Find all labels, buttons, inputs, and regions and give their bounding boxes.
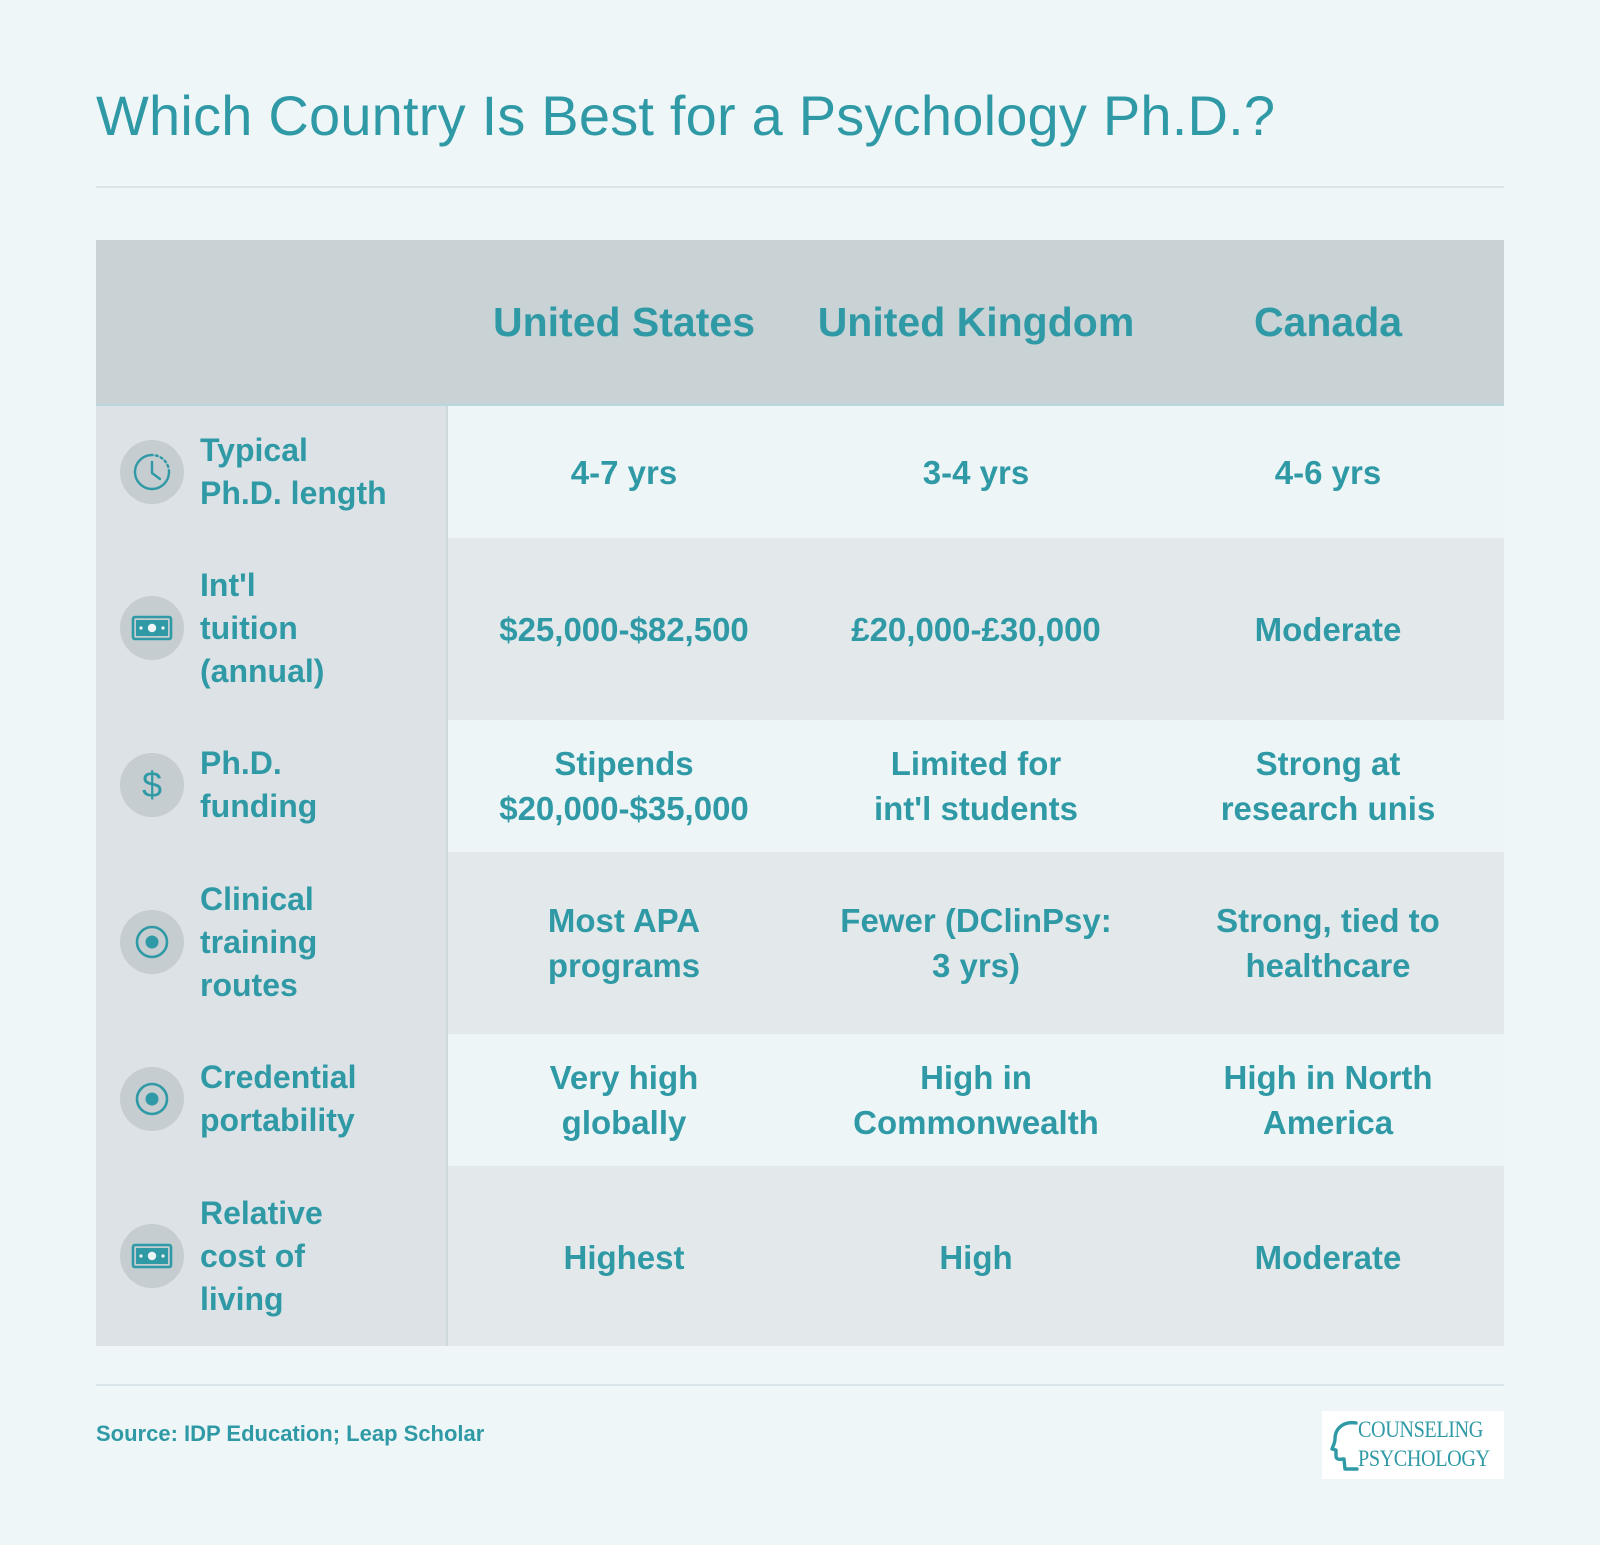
column-header-united-kingdom: United Kingdom: [817, 299, 1135, 345]
table-cell: Strong, tied to healthcare: [1152, 852, 1504, 1032]
table-cell: Stipends $20,000-$35,000: [448, 718, 800, 852]
table-cell: £20,000-£30,000: [800, 538, 1152, 718]
row-label: Ph.D. funding: [200, 745, 318, 824]
money-bill-icon: [120, 596, 184, 660]
row-header: Int'l tuition (annual): [96, 538, 448, 718]
row-header: Typical Ph.D. length: [96, 406, 448, 538]
money-bill-icon: [120, 1224, 184, 1288]
row-label: Typical Ph.D. length: [200, 432, 387, 511]
row-header: Relative cost of living: [96, 1166, 448, 1346]
column-header-united-states: United States: [493, 299, 755, 345]
table-row-credential-portability: Credential portability Very high globall…: [96, 1032, 1504, 1166]
source-note: Source: IDP Education; Leap Scholar: [96, 1421, 485, 1446]
table-cell: High: [800, 1166, 1152, 1346]
row-label: Credential portability: [200, 1059, 357, 1138]
title-divider: [96, 186, 1504, 188]
header-corner-cell: [96, 240, 448, 404]
row-label: Int'l tuition (annual): [200, 566, 325, 689]
table-row-tuition: Int'l tuition (annual) $25,000-$82,500 £…: [96, 538, 1504, 718]
target-circle-icon: [120, 910, 184, 974]
logo-text-line2: PSYCHOLOGY: [1358, 1446, 1490, 1471]
table-cell: High in Commonwealth: [800, 1032, 1152, 1166]
logo-text-line1: COUNSELING: [1358, 1417, 1483, 1442]
svg-text:$: $: [142, 765, 162, 805]
row-label: Relative cost of living: [200, 1194, 323, 1317]
counseling-psychology-logo: COUNSELING PSYCHOLOGY: [1322, 1411, 1504, 1479]
dollar-sign-icon: $: [120, 753, 184, 817]
table-cell: 3-4 yrs: [800, 406, 1152, 538]
table-cell: Strong at research unis: [1152, 718, 1504, 852]
table-cell: Moderate: [1152, 1166, 1504, 1346]
comparison-table: United States United Kingdom Canada Typi…: [96, 240, 1504, 1346]
column-header-canada: Canada: [1253, 299, 1403, 345]
table-cell: Very high globally: [448, 1032, 800, 1166]
table-cell: Fewer (DClinPsy: 3 yrs): [800, 852, 1152, 1032]
table-header-row: United States United Kingdom Canada: [96, 240, 1504, 406]
table-cell: Moderate: [1152, 538, 1504, 718]
table-cell: High in North America: [1152, 1032, 1504, 1166]
target-circle-icon: [120, 1067, 184, 1131]
table-cell: Highest: [448, 1166, 800, 1346]
table-cell: 4-6 yrs: [1152, 406, 1504, 538]
row-header: Clinical training routes: [96, 852, 448, 1032]
clock-icon: [120, 440, 184, 504]
row-header: $ Ph.D. funding: [96, 718, 448, 852]
table-row-cost-of-living: Relative cost of living Highest High Mod…: [96, 1166, 1504, 1346]
page-title: Which Country Is Best for a Psychology P…: [96, 84, 1276, 147]
table-row-funding: $ Ph.D. funding Stipends $20,000-$35,000…: [96, 718, 1504, 852]
table-cell: $25,000-$82,500: [448, 538, 800, 718]
table-cell: Limited for int'l students: [800, 718, 1152, 852]
table-row-phd-length: Typical Ph.D. length 4-7 yrs 3-4 yrs 4-6…: [96, 406, 1504, 538]
table-cell: Most APA programs: [448, 852, 800, 1032]
table-row-clinical-training: Clinical training routes Most APA progra…: [96, 852, 1504, 1032]
row-label: Clinical training routes: [200, 880, 318, 1003]
table-cell: 4-7 yrs: [448, 406, 800, 538]
row-header: Credential portability: [96, 1032, 448, 1166]
head-silhouette-icon: [1330, 1420, 1359, 1471]
footer-divider: [96, 1384, 1504, 1386]
